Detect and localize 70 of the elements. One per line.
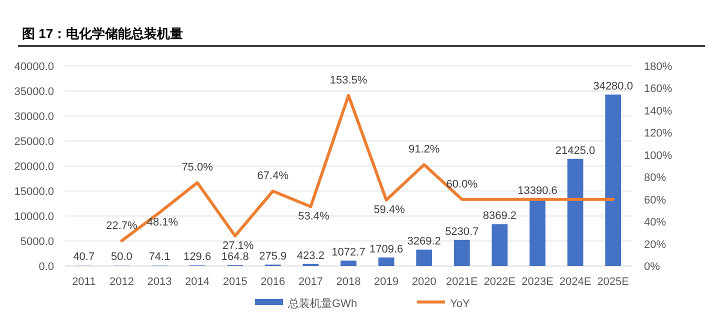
data-label: 1709.6 <box>369 243 404 256</box>
x-tick-label: 2012 <box>109 276 134 288</box>
chart-title: 图 17：电化学储能总装机量 <box>22 26 184 41</box>
data-label: 59.4% <box>374 204 406 216</box>
data-label: 275.9 <box>259 250 287 263</box>
data-label: 74.1 <box>148 251 170 263</box>
y2-tick-label: 60% <box>644 194 666 206</box>
y2-tick-label: 120% <box>644 128 672 140</box>
x-tick-label: 2024E <box>559 276 592 288</box>
y2-tick-label: 0% <box>644 261 660 273</box>
x-tick-label: 2025E <box>597 276 630 288</box>
x-tick-label: 2015 <box>222 276 248 288</box>
x-tick-label: 2017 <box>298 276 323 288</box>
data-label: 164.8 <box>221 251 249 263</box>
data-label: 21425.0 <box>555 144 596 157</box>
y-tick-label: 30000.0 <box>14 111 54 123</box>
bar <box>454 240 470 266</box>
data-label: 91.2% <box>408 144 440 156</box>
data-label: 48.1% <box>146 216 178 229</box>
data-label: 8369.2 <box>482 210 517 222</box>
x-tick-label: 2019 <box>374 276 399 288</box>
bar <box>530 199 546 266</box>
data-label: 60.0% <box>446 178 478 190</box>
bar <box>416 250 432 266</box>
x-tick-label: 2021E <box>446 276 478 288</box>
data-label: 40.7 <box>73 251 95 263</box>
legend-label: YoY <box>450 298 471 310</box>
y2-tick-label: 140% <box>644 105 672 118</box>
x-tick-label: 2022E <box>484 276 516 288</box>
legend-label: 总装机量GWh <box>287 297 358 310</box>
bar <box>492 224 508 266</box>
y2-tick-label: 160% <box>644 83 672 96</box>
bar <box>378 257 394 266</box>
y-tick-label: 40000.0 <box>14 61 54 73</box>
x-tick-label: 2014 <box>185 276 210 288</box>
y-tick-label: 20000.0 <box>14 161 54 173</box>
x-tick-label: 2018 <box>336 276 361 288</box>
data-label: 13390.6 <box>518 185 558 198</box>
y2-tick-label: 80% <box>644 172 666 184</box>
x-tick-label: 2011 <box>72 276 96 288</box>
y-tick-label: 25000.0 <box>14 136 54 148</box>
y-tick-label: 35000.0 <box>14 86 54 98</box>
x-tick-label: 2020 <box>412 276 436 288</box>
data-label: 153.5% <box>330 74 368 86</box>
data-label: 34280.0 <box>593 80 633 93</box>
y-tick-label: 5000.0 <box>20 236 54 248</box>
y2-tick-label: 180% <box>644 61 672 73</box>
y2-tick-label: 100% <box>644 150 672 162</box>
data-label: 75.0% <box>182 162 214 174</box>
data-label: 423.2 <box>296 250 324 262</box>
bar <box>605 94 622 266</box>
x-tick-label: 2023E <box>522 276 554 288</box>
data-label: 53.4% <box>298 210 330 223</box>
data-label: 1072.7 <box>332 246 366 259</box>
data-label: 50.0 <box>110 251 132 263</box>
data-label: 129.6 <box>184 251 212 263</box>
data-label: 3269.2 <box>407 236 441 248</box>
y2-tick-label: 40% <box>644 216 666 229</box>
data-label: 22.7% <box>106 220 138 232</box>
data-label: 67.4% <box>257 170 289 182</box>
x-tick-label: 2013 <box>147 276 172 288</box>
y-tick-label: 15000.0 <box>14 186 54 198</box>
y-tick-label: 0.0 <box>38 261 54 273</box>
data-label: 5230.7 <box>445 226 479 238</box>
x-tick-label: 2016 <box>260 276 286 288</box>
data-label: 27.1% <box>222 240 254 252</box>
y-tick-label: 10000.0 <box>14 211 54 223</box>
y2-tick-label: 20% <box>644 238 666 251</box>
bar <box>340 260 356 266</box>
bar <box>567 158 584 266</box>
